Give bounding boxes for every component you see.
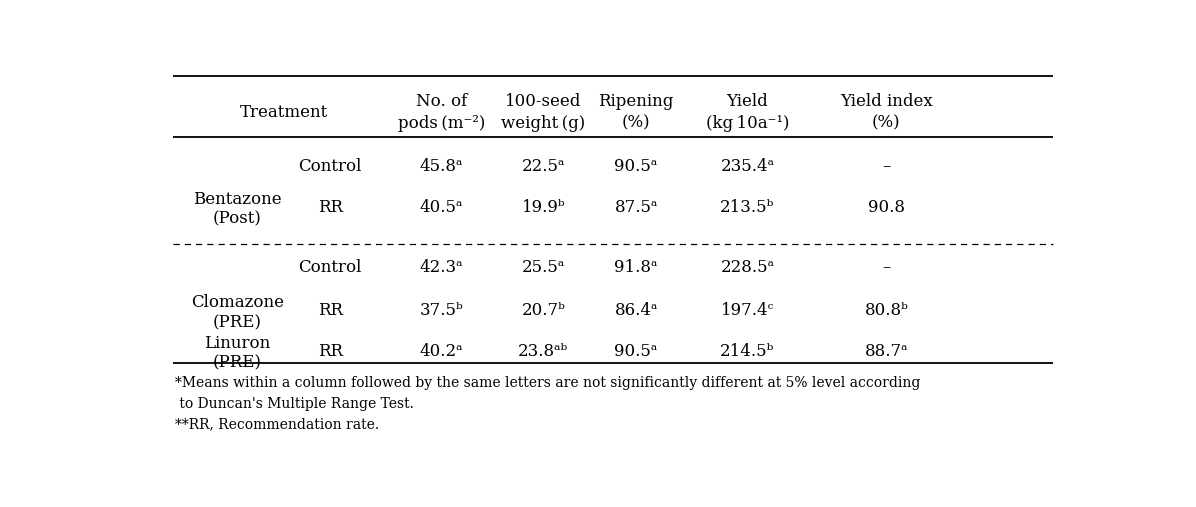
Text: 87.5ᵃ: 87.5ᵃ	[615, 199, 658, 216]
Text: 23.8ᵃᵇ: 23.8ᵃᵇ	[518, 343, 568, 360]
Text: Bentazone: Bentazone	[194, 191, 282, 208]
Text: 37.5ᵇ: 37.5ᵇ	[420, 302, 463, 319]
Text: 80.8ᵇ: 80.8ᵇ	[865, 302, 908, 319]
Text: 42.3ᵃ: 42.3ᵃ	[420, 259, 463, 276]
Text: 86.4ᵃ: 86.4ᵃ	[615, 302, 658, 319]
Text: 90.8: 90.8	[868, 199, 905, 216]
Text: Control: Control	[299, 259, 362, 276]
Text: 40.5ᵃ: 40.5ᵃ	[420, 199, 463, 216]
Text: –: –	[883, 158, 891, 175]
Text: –: –	[883, 259, 891, 276]
Text: *Means within a column followed by the same letters are not significantly differ: *Means within a column followed by the s…	[176, 376, 921, 390]
Text: 20.7ᵇ: 20.7ᵇ	[521, 302, 566, 319]
Text: 213.5ᵇ: 213.5ᵇ	[720, 199, 775, 216]
Text: Linuron: Linuron	[205, 335, 270, 351]
Text: Treatment: Treatment	[239, 104, 328, 121]
Text: RR: RR	[318, 302, 343, 319]
Text: 228.5ᵃ: 228.5ᵃ	[720, 259, 774, 276]
Text: pods (m⁻²): pods (m⁻²)	[398, 115, 486, 132]
Text: 100-seed: 100-seed	[505, 93, 581, 111]
Text: Yield index: Yield index	[840, 93, 933, 111]
Text: 197.4ᶜ: 197.4ᶜ	[721, 302, 774, 319]
Text: 22.5ᵃ: 22.5ᵃ	[521, 158, 566, 175]
Text: 91.8ᵃ: 91.8ᵃ	[615, 259, 658, 276]
Text: (%): (%)	[622, 115, 651, 132]
Text: 40.2ᵃ: 40.2ᵃ	[420, 343, 463, 360]
Text: Ripening: Ripening	[598, 93, 673, 111]
Text: weight (g): weight (g)	[501, 115, 586, 132]
Text: RR: RR	[318, 199, 343, 216]
Text: (kg 10a⁻¹): (kg 10a⁻¹)	[706, 115, 789, 132]
Text: 214.5ᵇ: 214.5ᵇ	[720, 343, 775, 360]
Text: Yield: Yield	[726, 93, 768, 111]
Text: RR: RR	[318, 343, 343, 360]
Text: 88.7ᵃ: 88.7ᵃ	[865, 343, 908, 360]
Text: 25.5ᵃ: 25.5ᵃ	[521, 259, 565, 276]
Text: 90.5ᵃ: 90.5ᵃ	[615, 343, 658, 360]
Text: to Duncan's Multiple Range Test.: to Duncan's Multiple Range Test.	[176, 397, 414, 411]
Text: (PRE): (PRE)	[213, 354, 262, 371]
Text: Clomazone: Clomazone	[191, 295, 285, 311]
Text: Control: Control	[299, 158, 362, 175]
Text: 19.9ᵇ: 19.9ᵇ	[521, 199, 566, 216]
Text: 45.8ᵃ: 45.8ᵃ	[420, 158, 463, 175]
Text: 90.5ᵃ: 90.5ᵃ	[615, 158, 658, 175]
Text: (%): (%)	[872, 115, 901, 132]
Text: (PRE): (PRE)	[213, 314, 262, 331]
Text: 235.4ᵃ: 235.4ᵃ	[720, 158, 774, 175]
Text: (Post): (Post)	[213, 210, 262, 228]
Text: **RR, Recommendation rate.: **RR, Recommendation rate.	[176, 418, 379, 431]
Text: No. of: No. of	[416, 93, 468, 111]
